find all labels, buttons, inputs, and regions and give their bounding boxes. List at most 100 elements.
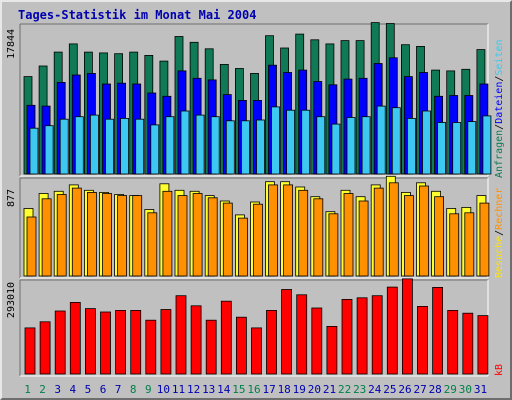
x-tick-day-4: 4 xyxy=(69,383,76,396)
bar-kb-day-9 xyxy=(145,319,157,375)
bar-rechner-day-11 xyxy=(177,195,188,277)
bar-seiten-day-10 xyxy=(165,116,175,175)
x-tick-day-18: 18 xyxy=(278,383,291,396)
bar-seiten-day-1 xyxy=(29,127,39,175)
bar-kb-day-10 xyxy=(160,309,172,375)
bar-seiten-day-16 xyxy=(256,119,265,175)
bar-kb-day-11 xyxy=(175,295,187,375)
bar-seiten-day-8 xyxy=(135,118,145,175)
x-tick-day-14: 14 xyxy=(217,383,231,396)
bar-rechner-day-27 xyxy=(419,185,429,277)
x-tick-day-13: 13 xyxy=(202,383,215,396)
bar-seiten-day-2 xyxy=(44,125,54,175)
bar-kb-day-3 xyxy=(54,310,66,375)
bar-seiten-day-31 xyxy=(482,115,492,175)
x-tick-day-10: 10 xyxy=(157,383,170,396)
bar-kb-day-5 xyxy=(85,308,96,375)
legend-entry-besuche: Besuche xyxy=(494,236,505,278)
bar-seiten-day-12 xyxy=(195,114,205,175)
bar-seiten-day-11 xyxy=(180,110,190,175)
bar-seiten-day-18 xyxy=(286,109,296,175)
legend-entry-dateien: Dateien xyxy=(494,82,505,124)
x-tick-day-15: 15 xyxy=(232,383,245,396)
bar-rechner-day-10 xyxy=(162,190,173,277)
bar-kb-day-25 xyxy=(386,286,398,375)
bar-rechner-day-18 xyxy=(283,184,294,277)
legend-separator: / xyxy=(494,230,505,236)
x-tick-day-17: 17 xyxy=(262,383,275,396)
bar-kb-day-20 xyxy=(311,307,323,375)
bar-rechner-day-28 xyxy=(434,196,445,277)
bar-seiten-day-26 xyxy=(406,118,416,175)
bar-kb-day-2 xyxy=(39,321,51,375)
bar-kb-day-1 xyxy=(24,327,36,375)
bar-rechner-day-3 xyxy=(56,194,67,277)
bar-rechner-day-8 xyxy=(132,195,143,277)
x-tick-day-9: 9 xyxy=(145,383,152,396)
x-tick-day-29: 29 xyxy=(444,383,457,396)
x-tick-day-20: 20 xyxy=(308,383,321,396)
bar-seiten-day-7 xyxy=(120,118,129,175)
bar-kb-day-27 xyxy=(417,305,428,375)
bar-seiten-day-23 xyxy=(361,116,371,175)
x-tick-day-7: 7 xyxy=(115,383,122,396)
bar-rechner-day-2 xyxy=(41,198,52,277)
x-tick-day-6: 6 xyxy=(100,383,107,396)
bar-seiten-day-14 xyxy=(225,120,235,175)
bar-seiten-day-17 xyxy=(271,106,280,175)
x-tick-day-23: 23 xyxy=(353,383,366,396)
bar-seiten-day-28 xyxy=(437,122,447,175)
bar-seiten-day-21 xyxy=(331,123,341,175)
bar-kb-day-16 xyxy=(251,327,262,375)
x-tick-day-3: 3 xyxy=(54,383,61,396)
bar-rechner-day-31 xyxy=(479,202,490,277)
bar-rechner-day-4 xyxy=(71,187,82,277)
bar-rechner-day-14 xyxy=(222,202,233,277)
bar-seiten-day-4 xyxy=(74,116,84,175)
legend-middle: Besuche/Rechner xyxy=(494,188,505,278)
bar-rechner-day-7 xyxy=(117,195,127,277)
y-max-label: 17844 xyxy=(6,29,17,59)
bar-kb-day-14 xyxy=(220,300,232,375)
bar-rechner-day-24 xyxy=(373,187,384,277)
bar-rechner-day-9 xyxy=(147,212,158,277)
bar-rechner-day-6 xyxy=(102,193,112,277)
bar-kb-day-29 xyxy=(447,309,459,375)
legend-separator: / xyxy=(494,124,505,130)
bar-kb-day-4 xyxy=(69,301,81,375)
bar-kb-day-7 xyxy=(115,309,126,375)
bar-kb-day-30 xyxy=(462,312,474,375)
bar-seiten-day-9 xyxy=(150,124,160,175)
bar-kb-day-28 xyxy=(432,286,444,375)
bar-seiten-day-19 xyxy=(301,109,311,175)
x-tick-day-16: 16 xyxy=(247,383,260,396)
x-tick-day-19: 19 xyxy=(293,383,306,396)
bar-seiten-day-5 xyxy=(90,114,99,175)
bar-kb-day-21 xyxy=(326,325,338,375)
bar-kb-day-24 xyxy=(371,295,383,375)
x-tick-day-25: 25 xyxy=(383,383,396,396)
bar-seiten-day-15 xyxy=(240,120,250,175)
x-tick-day-5: 5 xyxy=(85,383,92,396)
bar-rechner-day-20 xyxy=(313,198,324,277)
bar-rechner-day-15 xyxy=(237,217,248,277)
bar-seiten-day-22 xyxy=(346,117,356,175)
y-max-label: 293010 xyxy=(6,282,17,318)
bar-rechner-day-17 xyxy=(268,184,278,277)
bar-kb-day-12 xyxy=(190,305,202,375)
bar-rechner-day-1 xyxy=(26,216,37,277)
bar-kb-day-17 xyxy=(266,309,277,375)
bar-seiten-day-13 xyxy=(210,116,220,175)
bar-rechner-day-16 xyxy=(253,203,263,277)
bar-rechner-day-23 xyxy=(358,200,369,277)
bar-rechner-day-22 xyxy=(343,193,354,277)
y-max-label: 877 xyxy=(6,189,17,207)
chart-title: Tages-Statistik im Monat Mai 2004 xyxy=(18,8,257,22)
bar-kb-day-15 xyxy=(235,316,247,375)
legend-top: Anfragen/Dateien/Seiten xyxy=(494,39,505,178)
bar-kb-day-23 xyxy=(356,297,368,375)
bar-rechner-day-13 xyxy=(207,197,218,277)
x-tick-day-11: 11 xyxy=(172,383,185,396)
bar-kb-day-8 xyxy=(130,309,142,375)
